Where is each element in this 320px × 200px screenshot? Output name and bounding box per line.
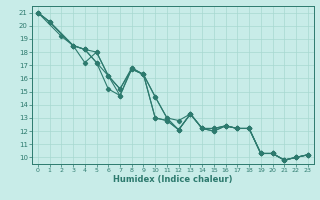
X-axis label: Humidex (Indice chaleur): Humidex (Indice chaleur) xyxy=(113,175,233,184)
